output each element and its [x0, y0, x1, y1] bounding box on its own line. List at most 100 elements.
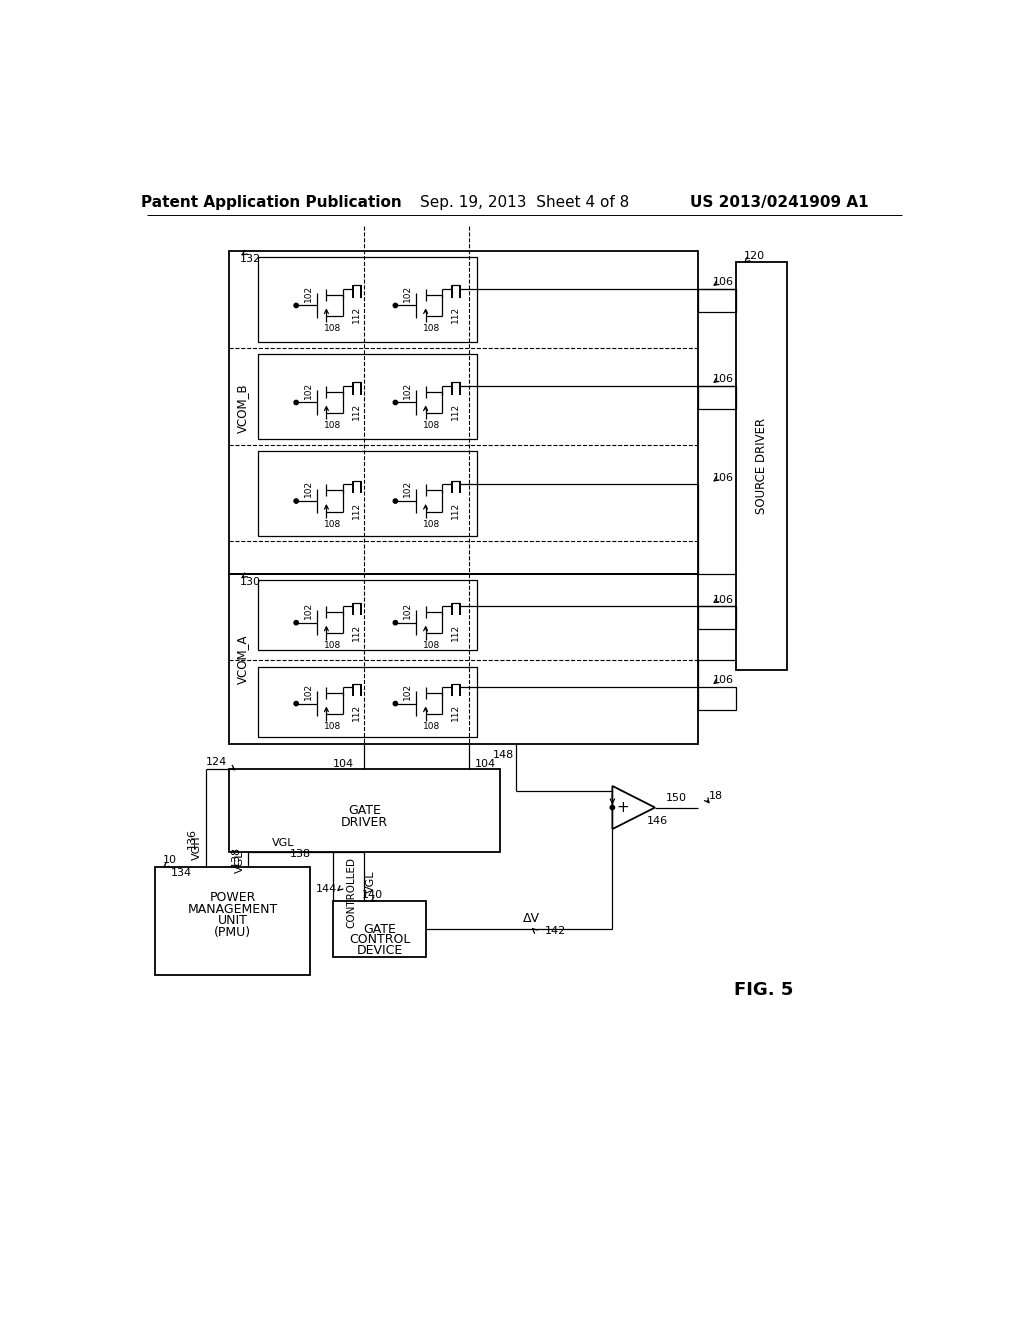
- Text: 132: 132: [240, 253, 261, 264]
- Text: 108: 108: [324, 520, 341, 528]
- Circle shape: [393, 701, 397, 706]
- Bar: [155, 867, 310, 974]
- Text: ΔV: ΔV: [522, 912, 540, 925]
- Text: UNIT: UNIT: [218, 915, 248, 927]
- Text: FIG. 5: FIG. 5: [734, 981, 794, 999]
- Circle shape: [393, 499, 397, 503]
- Text: VCOM_B: VCOM_B: [237, 384, 249, 433]
- Text: 108: 108: [324, 722, 341, 731]
- Bar: [258, 451, 477, 536]
- Text: 104: 104: [474, 759, 496, 768]
- Text: CONTROL: CONTROL: [349, 933, 411, 946]
- Text: 102: 102: [403, 602, 412, 619]
- Text: CONTROLLED: CONTROLLED: [347, 857, 356, 928]
- Bar: [228, 574, 697, 743]
- Circle shape: [294, 620, 298, 624]
- Text: 112: 112: [452, 306, 461, 323]
- Circle shape: [393, 400, 397, 405]
- Text: US 2013/0241909 A1: US 2013/0241909 A1: [690, 195, 868, 210]
- Text: 112: 112: [352, 403, 361, 420]
- Text: 108: 108: [423, 642, 440, 651]
- Bar: [228, 251, 697, 574]
- Circle shape: [393, 304, 397, 308]
- Text: 106: 106: [713, 277, 734, 288]
- Text: POWER: POWER: [210, 891, 256, 904]
- Text: 112: 112: [452, 623, 461, 640]
- Text: 102: 102: [403, 285, 412, 302]
- Text: 150: 150: [666, 793, 686, 804]
- Text: +: +: [616, 800, 630, 814]
- Text: 108: 108: [423, 520, 440, 528]
- Text: VCOM_A: VCOM_A: [237, 634, 249, 684]
- Text: 106: 106: [713, 676, 734, 685]
- Text: 112: 112: [452, 403, 461, 420]
- Text: 138: 138: [230, 845, 241, 867]
- Text: 102: 102: [304, 381, 313, 399]
- Text: 138: 138: [290, 850, 311, 859]
- Text: 112: 112: [352, 623, 361, 640]
- Text: 140: 140: [361, 890, 383, 900]
- Text: 106: 106: [713, 594, 734, 605]
- Text: 102: 102: [403, 682, 412, 700]
- Text: 104: 104: [333, 759, 353, 768]
- Text: VGL: VGL: [236, 850, 245, 873]
- Bar: [334, 902, 426, 957]
- Text: SOURCE DRIVER: SOURCE DRIVER: [755, 418, 768, 515]
- Text: 108: 108: [423, 325, 440, 333]
- Text: GATE: GATE: [348, 804, 381, 817]
- Text: 106: 106: [713, 375, 734, 384]
- Text: 108: 108: [324, 325, 341, 333]
- Text: 130: 130: [240, 577, 260, 586]
- Bar: [697, 686, 736, 710]
- Text: VGL: VGL: [271, 838, 294, 849]
- Text: 146: 146: [647, 816, 669, 826]
- Text: 134: 134: [171, 867, 191, 878]
- Text: 108: 108: [324, 421, 341, 430]
- Text: 106: 106: [713, 473, 734, 483]
- Text: 108: 108: [324, 642, 341, 651]
- Text: 148: 148: [493, 750, 514, 760]
- Text: 108: 108: [423, 722, 440, 731]
- Text: MANAGEMENT: MANAGEMENT: [187, 903, 278, 916]
- Bar: [258, 667, 477, 738]
- Circle shape: [294, 304, 298, 308]
- Text: 10: 10: [163, 855, 177, 866]
- Circle shape: [294, 400, 298, 405]
- Text: 120: 120: [744, 251, 765, 261]
- Text: Sep. 19, 2013  Sheet 4 of 8: Sep. 19, 2013 Sheet 4 of 8: [420, 195, 630, 210]
- Text: 18: 18: [710, 791, 723, 801]
- Circle shape: [294, 701, 298, 706]
- Text: GATE: GATE: [364, 923, 396, 936]
- Text: DEVICE: DEVICE: [356, 944, 403, 957]
- Circle shape: [610, 805, 614, 809]
- Text: Patent Application Publication: Patent Application Publication: [141, 195, 401, 210]
- Text: VGL: VGL: [366, 871, 376, 894]
- Bar: [258, 257, 477, 342]
- Text: 112: 112: [352, 502, 361, 519]
- Text: 112: 112: [452, 502, 461, 519]
- Text: VGH: VGH: [191, 836, 202, 859]
- Text: 102: 102: [304, 285, 313, 302]
- Bar: [258, 354, 477, 438]
- Text: 112: 112: [452, 705, 461, 721]
- Circle shape: [393, 620, 397, 624]
- Text: 112: 112: [352, 306, 361, 323]
- Text: DRIVER: DRIVER: [341, 816, 388, 829]
- Bar: [736, 263, 786, 671]
- Text: 108: 108: [423, 421, 440, 430]
- Text: 102: 102: [304, 682, 313, 700]
- Bar: [258, 579, 477, 651]
- Text: 102: 102: [403, 480, 412, 498]
- Text: 102: 102: [304, 480, 313, 498]
- Text: (PMU): (PMU): [214, 925, 251, 939]
- Text: 136: 136: [187, 828, 197, 849]
- Text: 112: 112: [352, 705, 361, 721]
- Bar: [697, 385, 736, 409]
- Text: 124: 124: [206, 758, 227, 767]
- Text: 102: 102: [304, 602, 313, 619]
- Bar: [697, 289, 736, 312]
- Text: 142: 142: [545, 927, 566, 936]
- Bar: [697, 606, 736, 628]
- Circle shape: [294, 499, 298, 503]
- Text: 144: 144: [316, 884, 337, 894]
